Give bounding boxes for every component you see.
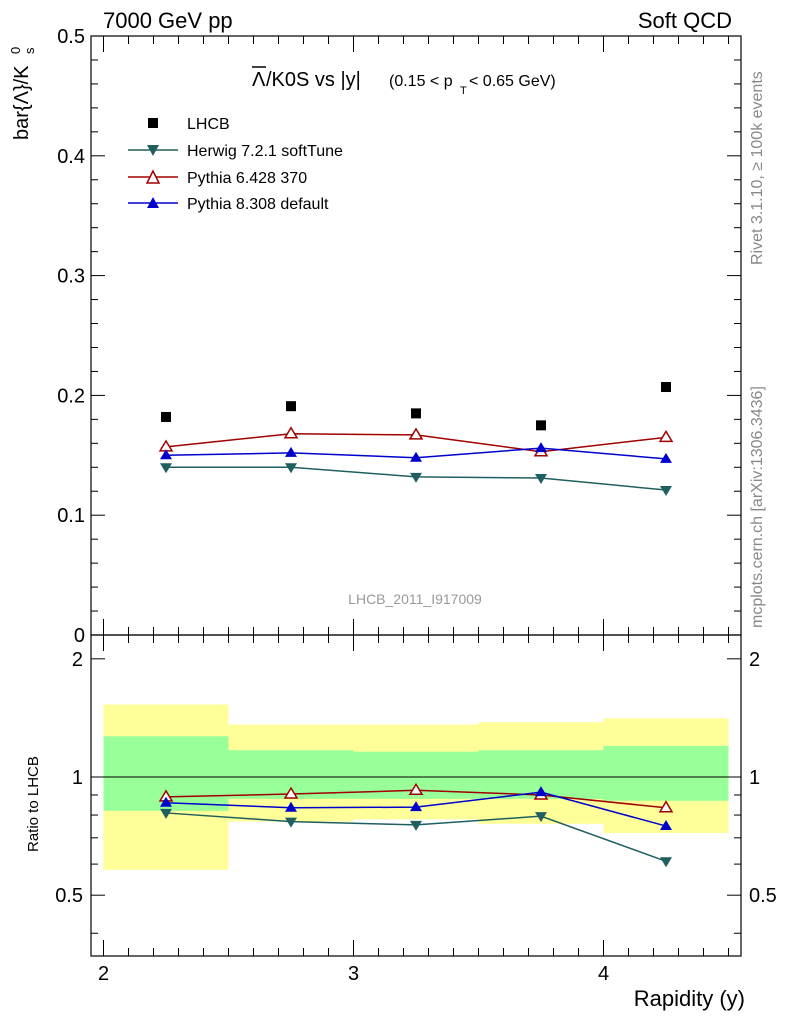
- ratio-point-herwig-7-2-1-softtune: [410, 820, 422, 831]
- ratio-y-tick-label-left: 1: [72, 767, 83, 789]
- main-point-lhcb: [161, 411, 171, 422]
- main-point-pythia-8-308-default: [410, 451, 422, 462]
- ratio-y-tick-label-left: 2: [72, 649, 83, 671]
- ratio-y-tick-label-right: 2: [749, 649, 760, 671]
- main-y-tick-label: 0.5: [57, 26, 85, 48]
- legend-label-lhcb: LHCB: [187, 116, 230, 133]
- main-ylabel: bar{Λ}/K 0 s: [8, 47, 37, 140]
- legend-label-herwig: Herwig 7.2.1 softTune: [187, 143, 343, 160]
- main-point-lhcb: [411, 408, 421, 419]
- legend-marker-pythia8: [147, 197, 159, 208]
- main-y-tick-label: 0: [74, 625, 85, 647]
- x-tick-label: 3: [348, 963, 359, 985]
- main-y-tick-label: 0.2: [57, 385, 85, 407]
- ratio-plot-frame: [90, 634, 742, 957]
- main-point-lhcb: [536, 420, 546, 431]
- ratio-point-herwig-7-2-1-softtune: [660, 857, 672, 868]
- ratio-ylabel: Ratio to LHCB: [25, 756, 42, 852]
- legend-label-pythia8: Pythia 8.308 default: [187, 196, 329, 213]
- main-point-pythia-6-428-370: [408, 427, 424, 440]
- ratio-point-pythia-8-308-default: [660, 820, 672, 831]
- legend-item-lhcb: LHCB: [148, 116, 230, 133]
- mcplots-reference-text: mcplots.cern.ch [arXiv:1306.3436]: [749, 386, 766, 628]
- main-y-tick-label: 0.4: [57, 146, 85, 168]
- ratio-point-herwig-7-2-1-softtune: [285, 817, 297, 828]
- legend-marker-pythia6: [145, 169, 161, 184]
- legend-item-pythia8: Pythia 8.308 default: [128, 196, 329, 213]
- legend-item-pythia6: Pythia 6.428 370: [128, 169, 307, 187]
- main-point-herwig-7-2-1-softtune: [160, 463, 172, 474]
- ratio-point-pythia-8-308-default: [535, 786, 547, 797]
- main-point-herwig-7-2-1-softtune: [410, 472, 422, 483]
- ratio-point-herwig-7-2-1-softtune: [535, 812, 547, 823]
- title-overline-symbol: Λ: [252, 69, 266, 91]
- main-title: Λ /K0S vs |y| (0.15 < p T < 0.65 GeV): [252, 66, 556, 97]
- main-y-tick-label: 0.1: [57, 505, 85, 527]
- ratio-y-tick-label-left: 0.5: [55, 885, 83, 907]
- series-layer: [158, 382, 674, 868]
- x-axis-label: Rapidity (y): [634, 986, 745, 1011]
- x-tick-label: 4: [598, 963, 609, 985]
- ratio-point-pythia-8-308-default: [160, 796, 172, 807]
- main-point-pythia-8-308-default: [160, 449, 172, 460]
- ratio-y-tick-label-right: 1: [749, 767, 760, 789]
- main-point-herwig-7-2-1-softtune: [285, 463, 297, 474]
- axes-layer: 0 0.1 0.2 0.3 0.4 0.5 2 3 4 0.5 0.5 1 1 2 2: [55, 26, 777, 985]
- main-point-herwig-7-2-1-softtune: [660, 486, 672, 497]
- x-tick-label: 2: [98, 963, 109, 985]
- title-cut-end-text: < 0.65 GeV): [469, 73, 556, 90]
- ratio-point-pythia-6-428-370: [283, 786, 299, 799]
- analysis-watermark: LHCB_2011_I917009: [348, 591, 482, 607]
- ratio-point-pythia-8-308-default: [410, 801, 422, 812]
- ratio-point-herwig-7-2-1-softtune: [160, 808, 172, 819]
- ratio-point-pythia-8-308-default: [285, 801, 297, 812]
- header-left: 7000 GeV pp: [103, 8, 233, 33]
- legend-item-herwig: Herwig 7.2.1 softTune: [128, 143, 343, 160]
- legend-marker-lhcb: [148, 118, 158, 128]
- main-point-pythia-8-308-default: [285, 446, 297, 457]
- main-y-tick-label: 0.3: [57, 266, 85, 288]
- stat-uncertainty-band: [603, 745, 729, 801]
- main-point-lhcb: [286, 401, 296, 412]
- main-point-pythia-6-428-370: [283, 426, 299, 439]
- main-ylabel-text: bar{Λ}/K: [11, 65, 33, 140]
- main-point-herwig-7-2-1-softtune: [535, 474, 547, 485]
- main-ylabel-sup: 0: [8, 47, 23, 54]
- legend-marker-herwig: [147, 145, 159, 156]
- title-cut-subscript: T: [460, 85, 467, 97]
- ratio-uncertainty-bands: [91, 704, 741, 870]
- title-main-text: /K0S vs |y|: [266, 69, 361, 91]
- title-cut-text: (0.15 < p: [389, 73, 453, 90]
- main-ylabel-sub: s: [22, 47, 37, 54]
- main-point-pythia-8-308-default: [535, 442, 547, 453]
- header-right: Soft QCD: [638, 8, 732, 33]
- main-point-lhcb: [661, 382, 671, 393]
- ratio-y-tick-label-right: 0.5: [749, 885, 777, 907]
- legend: LHCB Herwig 7.2.1 softTune Pythia 6.428 …: [128, 116, 343, 213]
- legend-label-pythia6: Pythia 6.428 370: [187, 170, 307, 187]
- main-point-pythia-8-308-default: [660, 452, 672, 463]
- ratio-point-pythia-6-428-370: [658, 800, 674, 813]
- rivet-version-text: Rivet 3.1.10, ≥ 100k events: [749, 71, 766, 265]
- main-point-pythia-6-428-370: [658, 429, 674, 443]
- ratio-point-pythia-6-428-370: [408, 782, 424, 796]
